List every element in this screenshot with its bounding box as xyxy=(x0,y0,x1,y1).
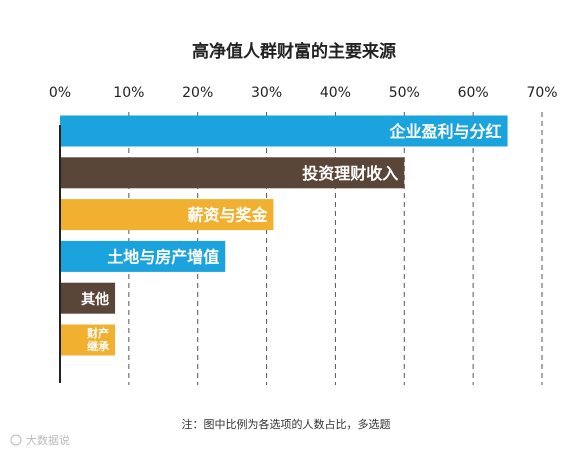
watermark: 大数据说 xyxy=(10,433,70,447)
bar-label: 薪资与奖金 xyxy=(187,206,268,225)
x-tick-label: 40% xyxy=(320,85,351,101)
x-tick-label: 60% xyxy=(458,85,489,101)
x-tick-label: 70% xyxy=(526,85,557,101)
bar xyxy=(60,115,508,147)
bar xyxy=(60,324,116,356)
x-tick-label: 10% xyxy=(113,85,144,101)
bar-label: 企业盈利与分红 xyxy=(389,122,502,141)
watermark-text: 大数据说 xyxy=(26,433,70,447)
bar-label: 土地与房产增值 xyxy=(107,247,219,266)
x-tick-label: 0% xyxy=(49,85,71,101)
bar-label: 财产继承 xyxy=(86,326,110,353)
bar-label: 投资理财收入 xyxy=(302,164,398,183)
x-tick-label: 50% xyxy=(389,85,420,101)
chart-note: 注：图中比例为各选项的人数占比，多选题 xyxy=(182,417,391,431)
x-tick-label: 30% xyxy=(251,85,282,101)
x-axis-ticks: 0% 10% 20% 30% 40% 50% 60% 70% xyxy=(49,85,558,101)
bar-label: 其他 xyxy=(81,291,109,308)
bar xyxy=(60,157,405,189)
bar xyxy=(60,240,226,272)
x-tick-label: 20% xyxy=(182,85,213,101)
bar xyxy=(60,282,116,314)
bar xyxy=(60,199,274,231)
watermark-icon xyxy=(10,434,22,446)
chart-title: 高净值人群财富的主要来源 xyxy=(192,41,396,62)
